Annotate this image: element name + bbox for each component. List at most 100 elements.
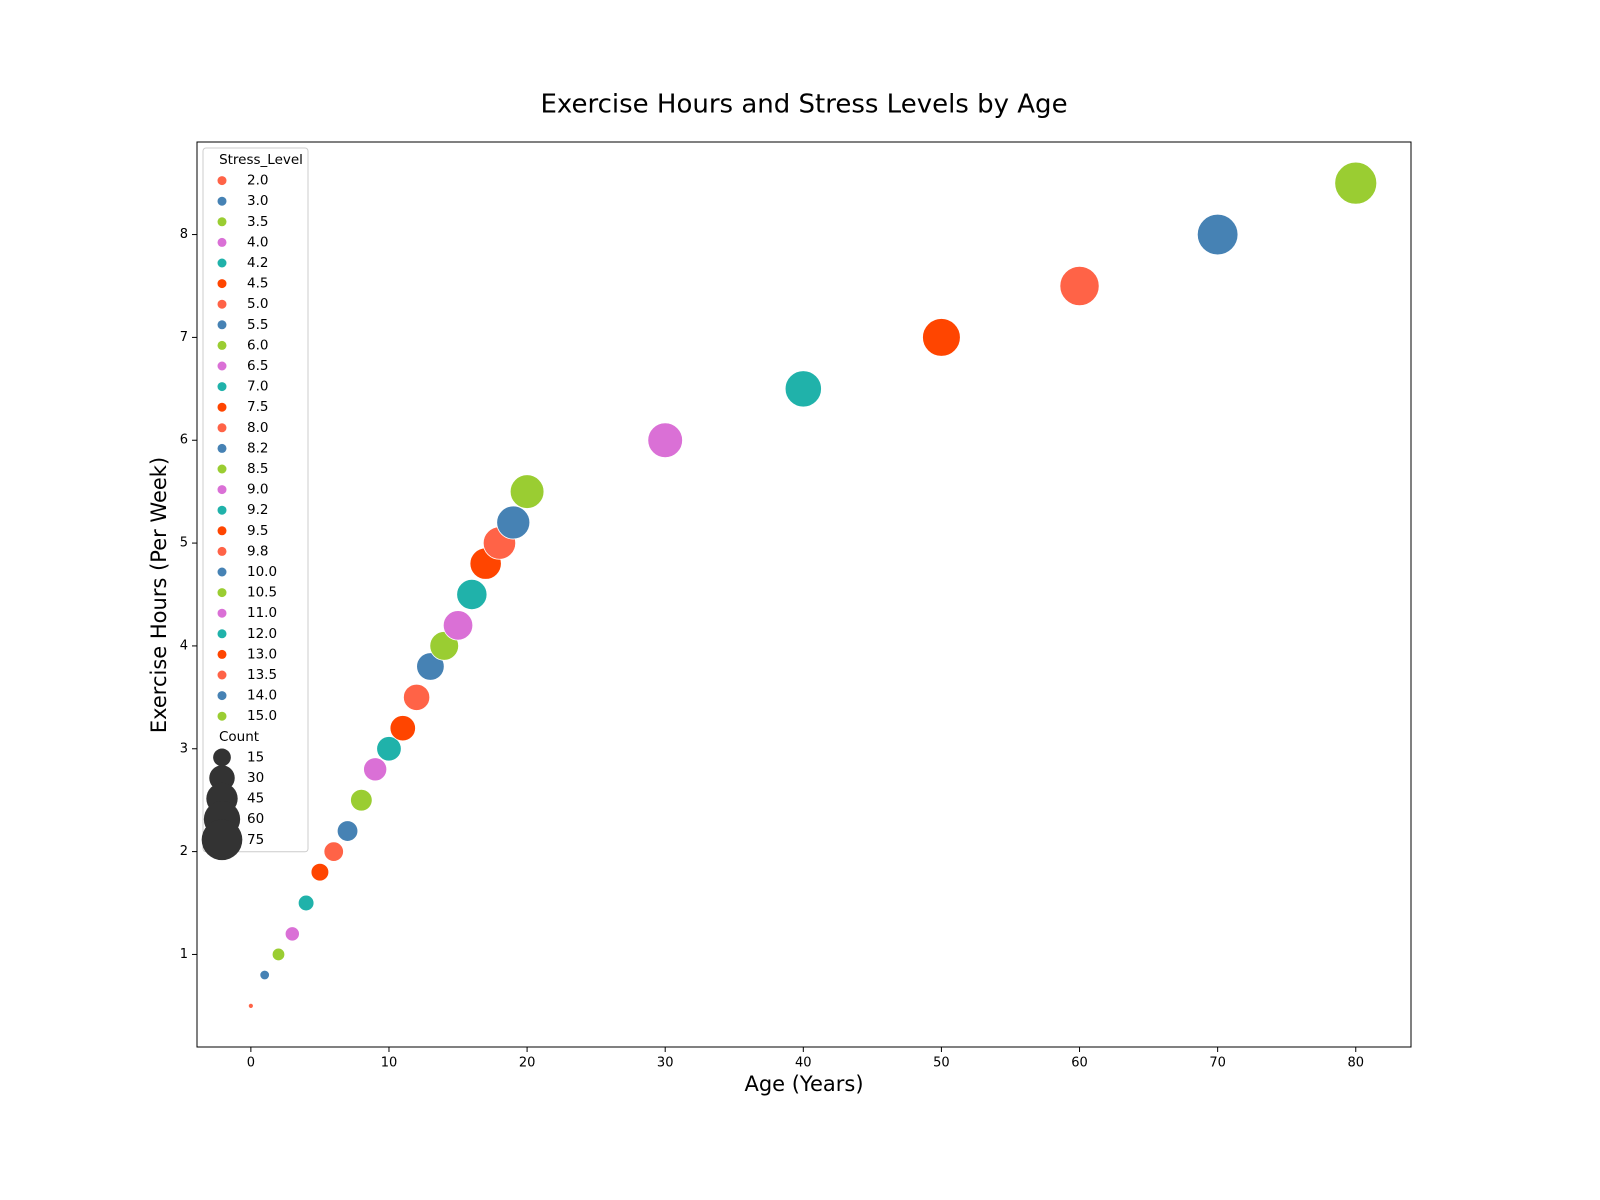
point (416, 652, 445, 681)
legend-marker (217, 629, 227, 639)
point (647, 422, 683, 459)
legend-label: 7.5 (247, 399, 268, 415)
y-tick-label: 3 (180, 741, 188, 756)
point (363, 757, 388, 782)
point (922, 318, 961, 357)
point (323, 841, 344, 862)
x-tick-label: 10 (381, 1056, 398, 1071)
point (1196, 213, 1239, 256)
point (456, 578, 488, 611)
legend-marker (217, 691, 227, 701)
legend-marker (217, 361, 227, 371)
legend-label: 10.0 (247, 564, 277, 580)
legend-size-marker (213, 748, 231, 767)
legend-label: 9.2 (247, 502, 268, 518)
legend-label: 3.0 (247, 193, 268, 209)
legend-label: 9.5 (247, 523, 268, 539)
legend-label: 2.0 (247, 173, 268, 189)
legend-marker (217, 237, 227, 247)
legend-label: 7.0 (247, 379, 268, 395)
legend-marker (217, 196, 227, 206)
point (403, 683, 431, 711)
legend-marker (217, 526, 227, 536)
x-tick-label: 20 (519, 1056, 536, 1071)
legend-marker (217, 588, 227, 598)
x-tick-label: 30 (657, 1056, 674, 1071)
point (1334, 161, 1378, 205)
legend-marker (217, 711, 227, 721)
y-tick-label: 8 (180, 227, 188, 242)
point (509, 474, 545, 509)
legend-label: 14.0 (247, 688, 277, 704)
legend-label: 8.2 (247, 440, 268, 456)
point (376, 736, 402, 762)
point (259, 969, 270, 981)
point (284, 926, 300, 942)
point (784, 370, 822, 408)
legend-label: 6.0 (247, 337, 268, 353)
legend-marker (217, 382, 227, 392)
legend-title: Count (219, 729, 259, 745)
legend-marker (217, 340, 227, 350)
point (247, 1002, 254, 1009)
legend-label: 12.0 (247, 626, 277, 642)
legend-marker (217, 505, 227, 515)
legend-label: 5.5 (247, 317, 268, 333)
point (271, 947, 286, 962)
legend-label: 45 (247, 791, 264, 807)
chart-title: Exercise Hours and Stress Levels by Age (540, 90, 1067, 120)
x-tick-label: 70 (1209, 1056, 1226, 1071)
legend-marker (217, 443, 227, 453)
legend: Stress_Level 2.0 3.0 3.5 4.0 4.2 4.5 5.0 5.5 6.0 6… (201, 147, 309, 861)
point (310, 862, 330, 882)
legend-label: 3.5 (247, 214, 268, 230)
legend-title: Stress_Level (219, 152, 303, 168)
legend-marker (217, 423, 227, 433)
point (297, 894, 315, 912)
x-tick-label: 60 (1071, 1056, 1088, 1071)
x-tick-label: 40 (795, 1056, 812, 1071)
legend-label: 4.0 (247, 234, 268, 250)
x-tick-label: 80 (1347, 1056, 1364, 1071)
legend-label: 9.0 (247, 482, 268, 498)
legend-marker (217, 217, 227, 227)
legend-label: 30 (247, 770, 264, 786)
legend-label: 4.5 (247, 276, 268, 292)
legend-label: 8.5 (247, 461, 268, 477)
legend-box (202, 147, 309, 853)
x-axis-label: Age (Years) (744, 1072, 863, 1096)
legend-marker (217, 567, 227, 577)
point (336, 820, 359, 842)
y-tick-label: 1 (180, 947, 188, 962)
legend-marker (217, 299, 227, 309)
legend-label: 6.5 (247, 358, 268, 374)
legend-marker (217, 649, 227, 659)
legend-marker (217, 546, 227, 556)
legend-label: 4.2 (247, 255, 268, 271)
legend-label: 11.0 (247, 605, 277, 621)
plot-frame (196, 141, 1412, 1048)
legend-label: 5.0 (247, 296, 268, 312)
y-axis-label: Exercise Hours (Per Week) (147, 457, 171, 733)
legend-marker (217, 485, 227, 495)
legend-marker (217, 279, 227, 289)
legend-size-marker (201, 819, 243, 861)
legend-marker (217, 258, 227, 268)
legend-label: 13.5 (247, 667, 277, 683)
legend-label: 15 (247, 749, 264, 765)
y-tick-label: 6 (180, 433, 188, 448)
legend-label: 15.0 (247, 708, 277, 724)
legend-marker (217, 402, 227, 412)
point (1059, 265, 1100, 307)
point (350, 788, 373, 812)
y-tick-label: 2 (180, 844, 188, 859)
legend-marker (217, 670, 227, 680)
legend-marker (217, 320, 227, 330)
x-tick-label: 0 (247, 1056, 255, 1071)
legend-label: 9.8 (247, 543, 268, 559)
legend-label: 75 (247, 832, 264, 848)
legend-label: 60 (247, 811, 264, 827)
y-tick-label: 7 (180, 330, 188, 345)
legend-marker (217, 176, 227, 186)
